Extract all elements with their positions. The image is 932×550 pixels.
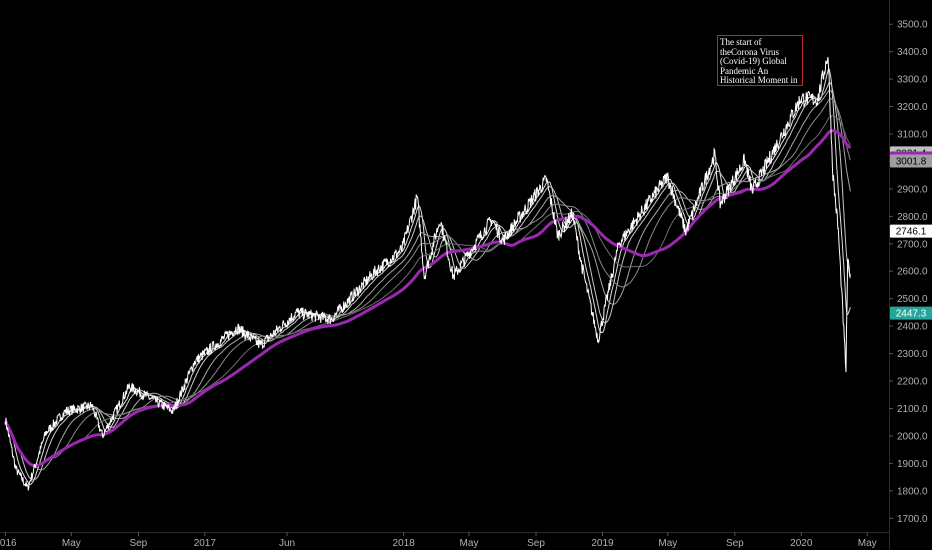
y-tick-label-3200: 3200.0 bbox=[897, 102, 928, 113]
x-tick-label-7: Sep bbox=[527, 538, 545, 549]
x-tick-label-3: 2017 bbox=[194, 538, 217, 549]
ma-line-200 bbox=[3, 129, 852, 467]
x-tick-label-5: 2018 bbox=[393, 538, 416, 549]
y-tick-label-2400: 2400.0 bbox=[897, 322, 928, 333]
last-value-badge-0-label: 2746.1 bbox=[896, 227, 927, 238]
y-tick-label-2500: 2500.0 bbox=[897, 294, 928, 305]
price-line-group bbox=[4, 56, 851, 491]
ma-badge-2-bg bbox=[890, 154, 932, 168]
y-tick-label-2800: 2800.0 bbox=[897, 212, 928, 223]
x-tick-label-8: 2019 bbox=[591, 538, 614, 549]
x-tick-label-10: Sep bbox=[726, 538, 744, 549]
y-tick-label-3500: 3500.0 bbox=[897, 20, 928, 31]
y-tick-label-3400: 3400.0 bbox=[897, 47, 928, 58]
x-tick-label-6: May bbox=[460, 538, 479, 549]
y-tick-label-2200: 2200.0 bbox=[897, 377, 928, 388]
moving-average-lines bbox=[3, 68, 852, 485]
price-line bbox=[4, 56, 851, 491]
y-tick-label-1700: 1700.0 bbox=[897, 514, 928, 525]
x-tick-label-4: Jun bbox=[279, 538, 295, 549]
ma-line-20 bbox=[4, 81, 851, 481]
x-tick-label-9: May bbox=[658, 538, 677, 549]
ma-line-90 bbox=[4, 115, 851, 466]
price-axis[interactable]: 1700.0 1800.0 1900.0 2000.0 2100.0 2200.0 2300… bbox=[889, 0, 928, 550]
x-tick-label-12: May bbox=[858, 538, 877, 549]
ma-line-60 bbox=[4, 98, 851, 466]
ma-line-10 bbox=[4, 68, 851, 485]
last-value-badge-1-label: 2447.3 bbox=[896, 309, 927, 320]
y-tick-label-3300: 3300.0 bbox=[897, 75, 928, 86]
y-tick-label-2100: 2100.0 bbox=[897, 404, 928, 415]
y-tick-label-2600: 2600.0 bbox=[897, 267, 928, 278]
ma-badge-2-label: 3001.8 bbox=[896, 156, 927, 167]
y-tick-label-2900: 2900.0 bbox=[897, 184, 928, 195]
covid-annotation[interactable]: The start of theCorona Virus (Covid-19) … bbox=[717, 35, 803, 86]
last-value-badge-0-bg bbox=[890, 224, 932, 238]
y-tick-label-1900: 1900.0 bbox=[897, 459, 928, 470]
y-tick-label-2000: 2000.0 bbox=[897, 431, 928, 442]
y-tick-label-1800: 1800.0 bbox=[897, 486, 928, 497]
y-tick-label-3100: 3100.0 bbox=[897, 130, 928, 141]
x-tick-label-11: 2020 bbox=[790, 538, 813, 549]
y-tick-label-2700: 2700.0 bbox=[897, 239, 928, 250]
time-axis[interactable]: 2016 May Sep 2017 Jun 2018 May Sep 2019 May Sep 202… bbox=[0, 532, 889, 549]
x-tick-label-1: May bbox=[62, 538, 81, 549]
last-value-badge-1-bg bbox=[890, 306, 932, 320]
y-tick-label-2300: 2300.0 bbox=[897, 349, 928, 360]
x-tick-label-2: Sep bbox=[129, 538, 147, 549]
x-tick-label-0: 2016 bbox=[0, 538, 17, 549]
